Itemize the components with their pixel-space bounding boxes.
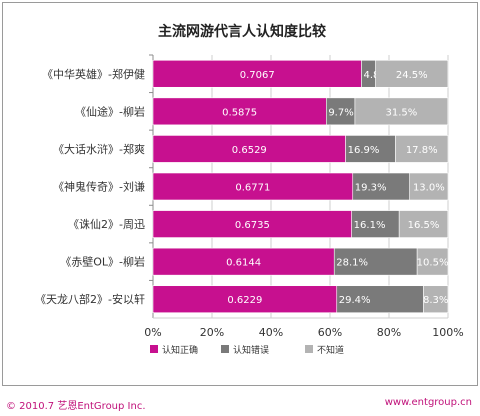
x-tick-label: 20% [200, 326, 224, 339]
data-label-unknown: 16.5% [408, 220, 440, 231]
website-link[interactable]: www.entgroup.cn [384, 397, 472, 408]
x-tick-label: 80% [377, 326, 401, 339]
legend-swatch-correct [150, 345, 158, 353]
category-label: 《天龙八部2》-安以轩 [35, 292, 145, 306]
legend-label-unknown: 不知道 [317, 344, 344, 356]
data-label-wrong: 19.3% [355, 183, 387, 194]
data-label-wrong: 9.7% [328, 107, 353, 118]
category-label: 《仙途》-柳岩 [75, 104, 145, 118]
category-label: 《赤壁OL》-柳岩 [60, 255, 145, 269]
data-label-unknown: 8.3% [423, 295, 448, 306]
x-tick-label: 100% [432, 326, 463, 339]
data-label-unknown: 10.5% [417, 258, 449, 269]
category-label: 《神鬼传奇》-刘谦 [53, 180, 145, 194]
x-tick-label: 0% [144, 326, 161, 339]
bar-unknown [409, 172, 449, 201]
x-tick-label: 60% [318, 326, 342, 339]
data-label-unknown: 13.0% [413, 183, 445, 194]
data-label-wrong: 29.4% [339, 295, 371, 306]
data-label-wrong: 16.9% [348, 145, 380, 156]
bar-correct [152, 135, 346, 163]
bar-correct [152, 210, 352, 238]
data-label-correct: 0.6529 [232, 145, 267, 156]
data-label-unknown: 17.8% [406, 145, 438, 156]
bar-correct [152, 247, 335, 276]
data-label-wrong: 28.1% [336, 258, 368, 269]
data-label-correct: 0.5875 [222, 107, 257, 118]
bar-unknown [375, 59, 449, 88]
bar-unknown [354, 97, 449, 126]
bar-wrong [345, 135, 396, 163]
bar-wrong [333, 247, 418, 276]
bar-correct [152, 172, 354, 201]
x-tick-label: 40% [259, 326, 283, 339]
legend-label-correct: 认知正确 [162, 344, 198, 356]
data-label-correct: 0.6771 [235, 183, 270, 194]
bar-unknown [423, 285, 449, 314]
data-label-correct: 0.6229 [227, 295, 262, 306]
chart-title: 主流网游代言人认知度比较 [158, 24, 326, 40]
data-label-correct: 0.7067 [240, 70, 275, 81]
data-label-wrong: 16.1% [354, 220, 386, 231]
bar-unknown [398, 210, 449, 238]
copyright-text: © 2010.7 艺恩EntGroup Inc. [6, 401, 146, 412]
data-label-correct: 0.6735 [235, 220, 270, 231]
data-label-unknown: 24.5% [396, 70, 428, 81]
data-label-correct: 0.6144 [226, 258, 261, 269]
legend-swatch-wrong [221, 345, 229, 353]
category-label: 《诛仙2》-周迅 [68, 218, 145, 231]
stacked-bar-chart: 0%20%40%60%80%100%《中华英雄》-郑伊健0.70674.8%24… [35, 54, 464, 356]
bar-wrong [336, 285, 424, 314]
category-label: 《中华英雄》-郑伊健 [42, 67, 145, 81]
legend-swatch-unknown [305, 345, 313, 353]
bar-unknown [395, 135, 449, 163]
bar-wrong [352, 172, 410, 201]
category-label: 《大话水浒》-郑爽 [53, 142, 145, 156]
data-label-unknown: 31.5% [385, 107, 417, 118]
bar-unknown [416, 247, 449, 276]
legend-label-wrong: 认知错误 [233, 344, 269, 356]
